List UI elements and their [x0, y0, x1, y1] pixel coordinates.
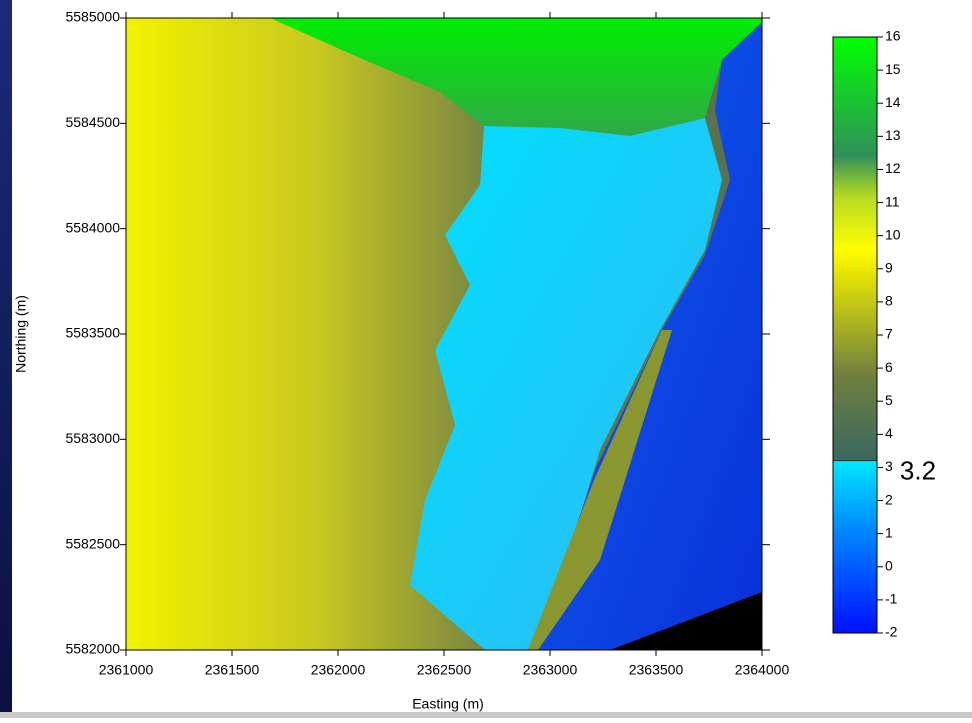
colorbar-tick-label: 0 [885, 557, 893, 573]
colorbar-tick-label: 13 [885, 127, 901, 143]
x-tick-label: 2363000 [523, 662, 578, 678]
x-tick-label: 2364000 [735, 662, 790, 678]
x-tick-label: 2363500 [629, 662, 684, 678]
y-tick-label: 5584000 [65, 219, 120, 235]
x-tick-label: 2361000 [99, 662, 154, 678]
colorbar [833, 37, 877, 633]
colorbar-tick-label: 1 [885, 524, 893, 540]
y-tick-label: 5582000 [65, 641, 120, 657]
colorbar-tick-label: 2 [885, 491, 893, 507]
y-axis-label: Northing (m) [13, 295, 29, 373]
x-tick-label: 2362000 [311, 662, 366, 678]
colorbar-tick-label: 5 [885, 392, 893, 408]
colorbar-tick-label: 4 [885, 425, 893, 441]
y-tick-label: 5585000 [65, 9, 120, 25]
x-tick-label: 2361500 [205, 662, 260, 678]
colorbar-tick-label: 9 [885, 259, 893, 275]
colorbar-tick-label: 16 [885, 28, 901, 44]
y-tick-label: 5583000 [65, 430, 120, 446]
colorbar-tick-label: -1 [885, 591, 898, 607]
map-figure: Easting (m) Northing (m) 2361000 2361500 2… [0, 0, 972, 718]
threshold-label: 3.2 [900, 456, 936, 486]
colorbar-tick-label: 15 [885, 61, 901, 77]
colorbar-tick-label: 7 [885, 326, 893, 342]
colorbar-tick-label: -2 [885, 624, 898, 640]
x-axis-label: Easting (m) [412, 696, 484, 712]
elevation-raster [126, 18, 762, 650]
colorbar-tick-label: 14 [885, 94, 901, 110]
colorbar-tick-label: 8 [885, 293, 893, 309]
colorbar-tick-label: 11 [885, 193, 900, 209]
y-tick-label: 5584500 [65, 114, 120, 130]
x-tick-label: 2362500 [417, 662, 472, 678]
colorbar-tick-label: 6 [885, 359, 893, 375]
colorbar-tick-label: 12 [885, 160, 901, 176]
bottom-strip [0, 712, 972, 718]
side-strip [0, 0, 12, 718]
colorbar-tick-label: 3 [885, 458, 893, 474]
colorbar-tick-label: 10 [885, 226, 901, 242]
y-tick-label: 5582500 [65, 535, 120, 551]
y-tick-label: 5583500 [65, 325, 120, 341]
